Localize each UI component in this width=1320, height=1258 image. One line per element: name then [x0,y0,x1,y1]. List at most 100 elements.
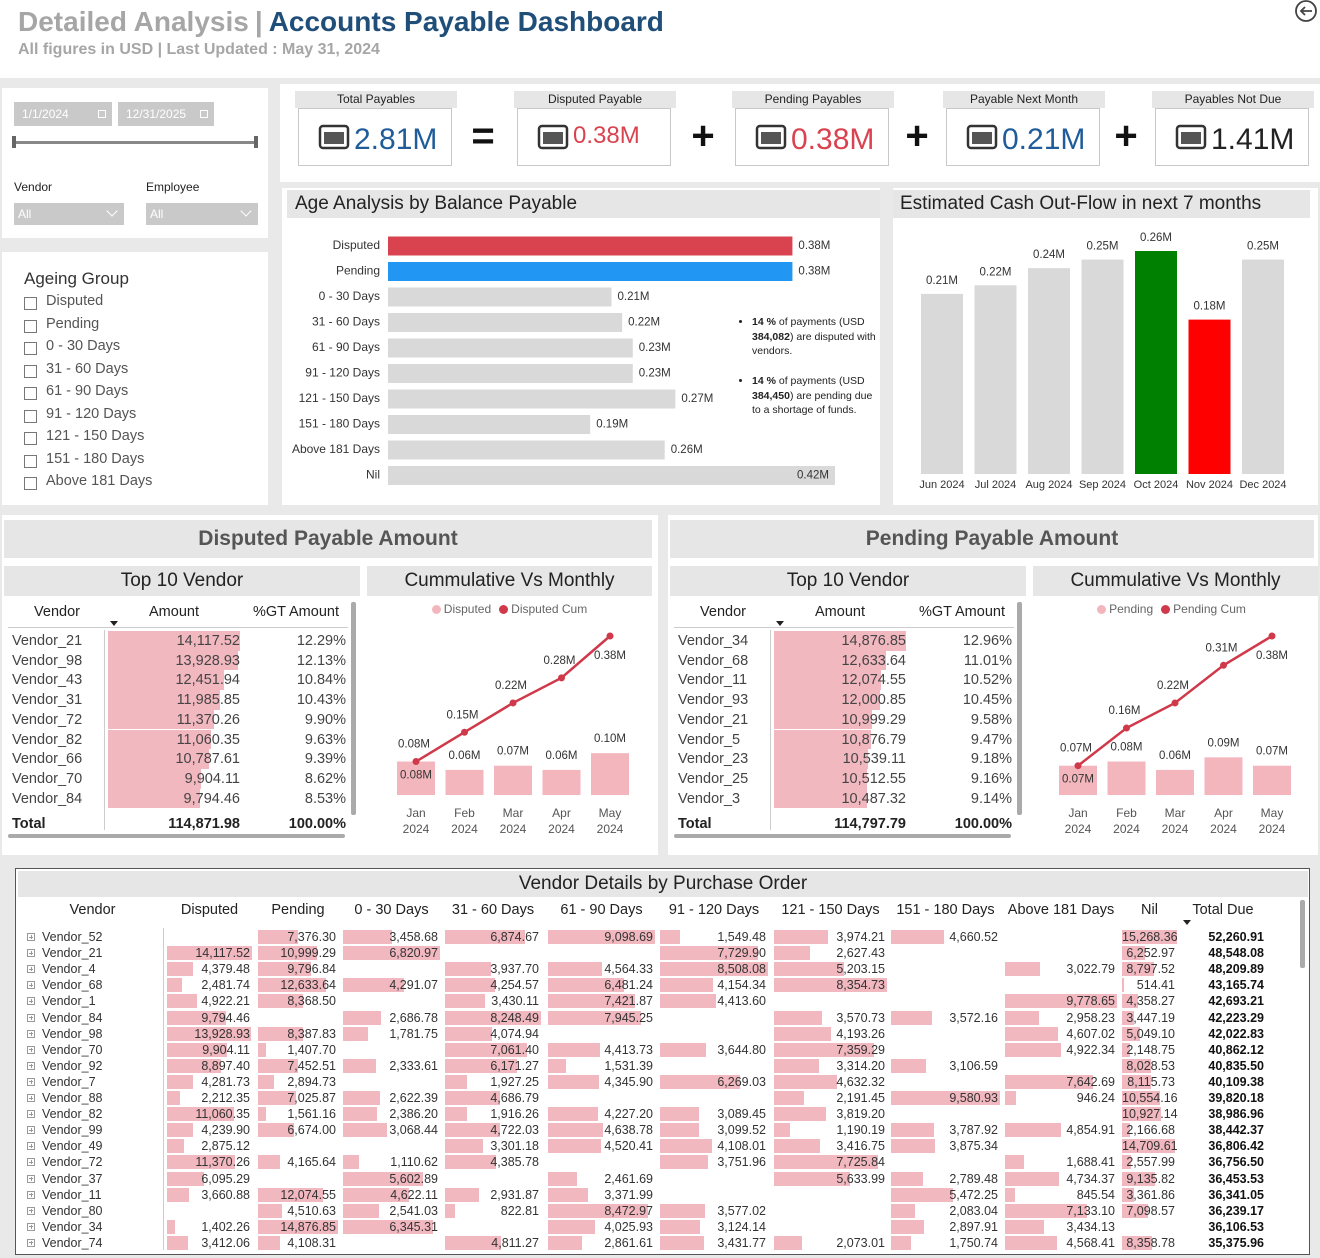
ageing-option[interactable]: Pending [46,315,100,332]
table-cell: 4,254.57 [490,978,539,993]
table-cell: 5,472.25 [949,1187,998,1202]
ageing-option[interactable]: 0 - 30 Days [46,338,121,354]
checkbox[interactable] [24,477,37,490]
data-bar [1005,1203,1087,1218]
slider-handle[interactable] [12,136,16,148]
table-cell: 42,223.29 [1208,1010,1264,1025]
expand-icon[interactable] [27,1094,35,1102]
table-cell: Vendor_70 [42,1042,103,1057]
table-cell: 11,370.26 [176,711,240,728]
table-cell: 514.41 [1136,978,1175,993]
scrollbar[interactable] [1017,602,1022,815]
ageing-option[interactable]: Above 181 Days [46,473,153,489]
table-cell: 4,108.01 [717,1139,766,1154]
table-cell: 8,368.50 [287,994,336,1009]
data-bar [1005,1235,1058,1250]
checkbox[interactable] [24,319,37,333]
data-bar [774,1139,821,1154]
table-cell: 3,106.59 [949,1058,998,1073]
data-bar [258,1187,323,1202]
table-cell: 14,709.61 [1122,1139,1178,1154]
data-bar [774,1171,851,1186]
dropdown[interactable]: All [14,203,124,225]
expand-icon[interactable] [27,949,35,958]
table-cell: 12.29% [296,633,346,649]
data-bar [167,1187,190,1202]
data-bar [258,1058,299,1073]
ageing-option[interactable]: 91 - 120 Days [46,405,137,422]
table-cell: 43,165.74 [1208,978,1264,993]
table-cell: 10.45% [962,692,1012,709]
legend-item: Pending [1097,601,1153,617]
chart-panel [893,188,1318,505]
annotation-emphasis: 14 % [752,316,776,328]
data-bar [1122,930,1177,944]
ageing-option[interactable]: 151 - 180 Days [46,450,145,467]
expand-icon[interactable] [27,1206,35,1215]
expand-icon[interactable] [27,1061,35,1070]
checkbox[interactable] [24,387,37,400]
x-tick-label: Mar 2024 [499,806,527,836]
date-input[interactable]: 12/31/2025 [118,102,214,126]
expand-icon[interactable] [27,1029,35,1038]
expand-icon[interactable] [27,1174,35,1183]
checkbox[interactable] [24,364,37,378]
expand-icon[interactable] [27,981,35,990]
checkbox[interactable] [24,409,37,423]
expand-icon[interactable] [27,1110,35,1119]
expand-icon[interactable] [27,1077,35,1086]
slider-handle[interactable] [254,136,258,148]
data-bar [660,930,680,944]
expand-icon[interactable] [27,965,35,974]
dropdown[interactable]: All [146,203,258,225]
date-input[interactable]: 1/1/2024 [14,102,112,126]
scrollbar[interactable] [8,834,345,838]
data-bar [445,1042,528,1057]
table-cell: 4,510.63 [287,1203,336,1218]
expand-icon[interactable] [27,1013,35,1022]
scrollbar[interactable] [351,602,356,815]
data-bar [1122,1171,1155,1186]
scrollbar[interactable] [1300,900,1305,968]
data-bar [1005,1042,1062,1057]
table-cell: 42,693.21 [1208,994,1264,1009]
table-cell: 9.39% [304,751,346,768]
column-header: 121 - 150 Days [781,902,880,918]
legend: Pending Pending Cum [1029,601,1314,617]
expand-icon[interactable] [27,933,35,941]
data-bar [258,1107,267,1122]
back-button[interactable] [1293,0,1319,26]
ageing-option[interactable]: 31 - 60 Days [46,360,129,377]
ageing-option[interactable]: 61 - 90 Days [46,383,129,399]
table-cell: 4,734.37 [1066,1171,1115,1186]
data-bar [774,1010,823,1025]
scrollbar[interactable] [674,834,1011,838]
data-bar [343,1107,377,1122]
expand-icon[interactable] [27,1045,35,1054]
expand-icon[interactable] [27,1142,35,1151]
expand-icon[interactable] [27,1158,35,1167]
table-cell: 10.43% [296,692,346,709]
checkbox[interactable] [24,432,37,445]
table-cell: Vendor_11 [42,1187,102,1202]
expand-icon[interactable] [27,1238,35,1247]
checkbox[interactable] [24,342,37,355]
table-cell: Vendor_31 [12,692,83,709]
expand-icon[interactable] [27,1126,35,1135]
checkbox[interactable] [24,454,37,468]
data-bar [258,1235,281,1250]
x-tick-label: Apr 2024 [548,806,575,836]
table-cell: Vendor_80 [42,1203,103,1218]
expand-icon[interactable] [27,1222,35,1231]
table-cell: Vendor_84 [42,1010,103,1025]
data-bar [343,1219,434,1234]
ageing-option[interactable]: Disputed [46,293,104,309]
title-main: Accounts Payable Dashboard [268,6,664,37]
expand-icon[interactable] [27,997,35,1006]
table-cell: 7,061.40 [490,1042,539,1057]
expand-icon[interactable] [27,1190,35,1199]
data-bar [774,768,868,789]
table-total: 100.00% [954,816,1012,832]
ageing-option[interactable]: 121 - 150 Days [46,428,145,444]
checkbox[interactable] [24,297,37,310]
